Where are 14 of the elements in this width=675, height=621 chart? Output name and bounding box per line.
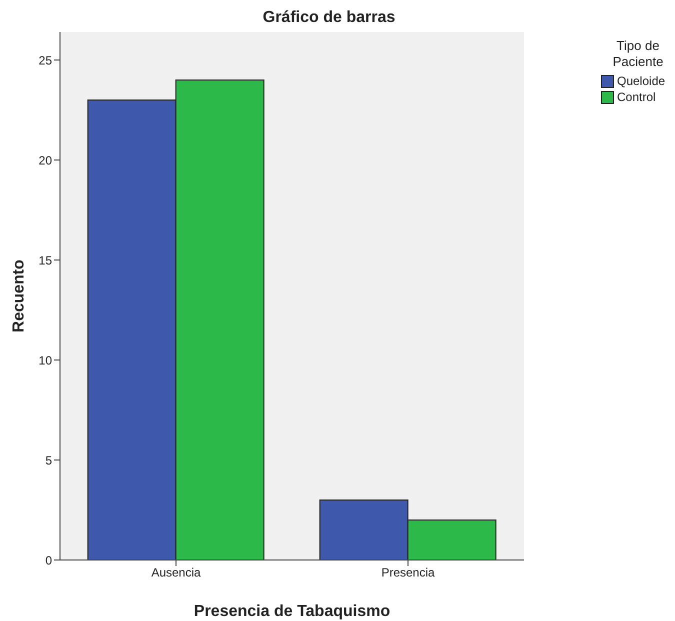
legend-title: Tipo de Paciente — [612, 38, 664, 70]
chart-title: Gráfico de barras — [262, 8, 396, 28]
legend-label: Control — [617, 90, 656, 104]
x-tick-label: Presencia — [381, 566, 435, 580]
legend-label: Queloide — [617, 74, 666, 88]
y-tick-label: 5 — [45, 453, 52, 468]
y-tick-label: 0 — [45, 553, 52, 568]
y-tick-label: 10 — [38, 353, 52, 368]
y-axis-title: Recuento — [10, 259, 28, 332]
y-tick-label: 15 — [38, 253, 52, 268]
y-tick-label: 25 — [38, 53, 52, 68]
x-axis-title: Presencia de Tabaquismo — [194, 603, 390, 620]
y-tick-label: 20 — [38, 153, 52, 168]
x-tick-label: Ausencia — [151, 566, 202, 580]
